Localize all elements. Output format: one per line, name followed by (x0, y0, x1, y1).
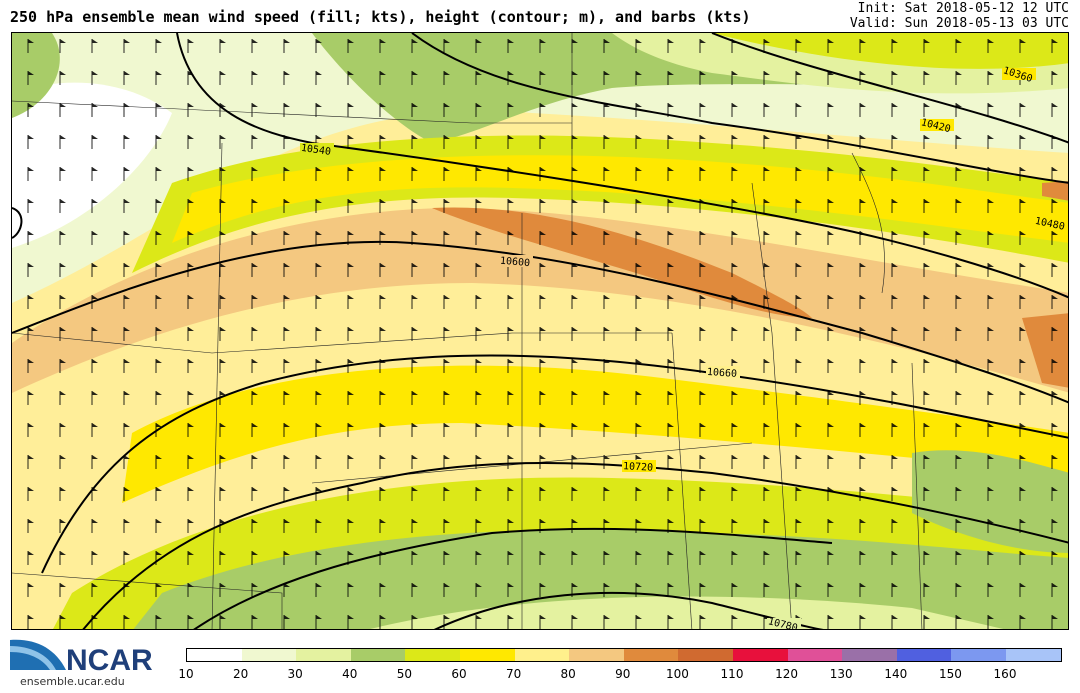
legend-swatch (1005, 649, 1061, 661)
legend-tick-label: 70 (505, 667, 522, 681)
contour-labels: 10360 10420 10480 10540 10600 10660 1072… (300, 65, 1068, 629)
legend-swatch (951, 649, 1006, 661)
legend-swatch (514, 649, 570, 661)
contour-label-4: 10540 (300, 143, 331, 158)
legend-tick-label: 10 (178, 667, 194, 681)
legend-swatch (623, 649, 679, 661)
legend-tick-label: 160 (993, 667, 1017, 681)
legend-swatch (787, 649, 843, 661)
legend-tick-label: 140 (884, 667, 908, 681)
wind-map: 10360 10420 10480 10540 10600 10660 1072… (11, 32, 1069, 630)
legend-swatch (732, 649, 788, 661)
run-times: Init: Sat 2018-05-12 12 UTC Valid: Sun 2… (850, 1, 1069, 31)
valid-time: Valid: Sun 2018-05-13 03 UTC (849, 16, 1069, 31)
legend-swatch (459, 649, 515, 661)
legend-tick-label: 60 (451, 667, 467, 681)
legend-tick-label: 120 (775, 667, 799, 681)
legend-swatch (678, 649, 733, 661)
legend-tick-label: 30 (287, 667, 303, 681)
ncar-logo-mark: NCAR (10, 639, 153, 677)
legend-tick-label: 20 (232, 667, 249, 681)
legend-swatch (842, 649, 897, 661)
contour-label-6: 10660 (707, 367, 738, 380)
legend-tick-label: 80 (560, 667, 576, 681)
legend-tick-label: 150 (938, 667, 962, 681)
legend-swatch (241, 649, 297, 661)
contour-label-7: 10720 (623, 461, 654, 474)
init-time: Init: Sat 2018-05-12 12 UTC (857, 1, 1069, 16)
color-legend (186, 648, 1062, 662)
legend-swatch (896, 649, 952, 661)
legend-tick-label: 90 (615, 667, 631, 681)
legend-swatch (187, 649, 242, 661)
legend-swatch (405, 649, 460, 661)
wind-barbs (12, 33, 1068, 629)
contour-label-5: 10600 (499, 256, 530, 270)
legend-swatch (296, 649, 351, 661)
legend-tick-label: 130 (829, 667, 853, 681)
ncar-logo-text: NCAR (66, 644, 153, 674)
ncar-logo: NCAR (10, 634, 160, 690)
chart-title: 250 hPa ensemble mean wind speed (fill; … (10, 8, 751, 26)
height-contours (12, 33, 1068, 629)
legend-tick-label: 110 (720, 667, 744, 681)
legend-swatch (569, 649, 624, 661)
legend-tick-label: 40 (342, 667, 358, 681)
map-canvas: 10360 10420 10480 10540 10600 10660 1072… (12, 33, 1068, 629)
ensemble-url: ensemble.ucar.edu (20, 675, 125, 688)
state-borders (12, 33, 923, 629)
legend-tick-label: 50 (396, 667, 413, 681)
legend-swatch (350, 649, 406, 661)
legend-tick-label: 100 (665, 667, 689, 681)
